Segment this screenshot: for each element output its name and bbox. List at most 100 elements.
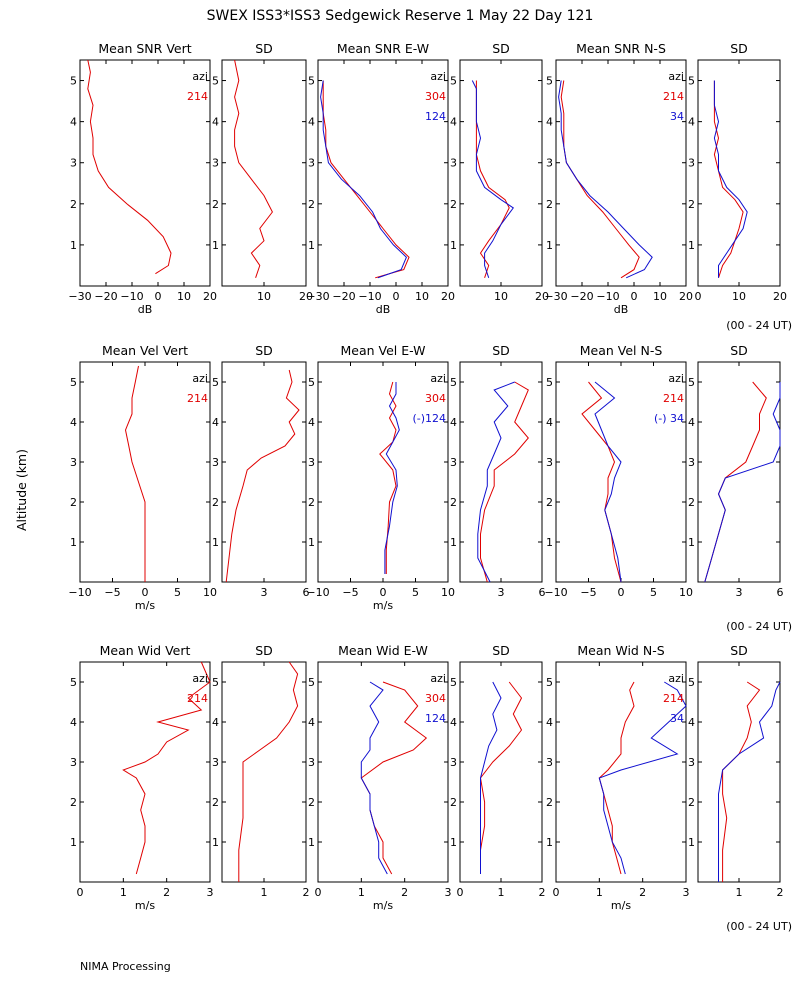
series-line-red bbox=[480, 381, 529, 583]
y-tick-label: 1 bbox=[308, 536, 315, 549]
y-tick-label: 3 bbox=[212, 456, 219, 469]
x-tick-label: −10 bbox=[544, 586, 567, 599]
series-line-red bbox=[322, 80, 410, 279]
panel-6: SD 1 2 3 4 5 0 10 20 bbox=[688, 41, 787, 303]
footer-text: NIMA Processing bbox=[80, 960, 171, 973]
x-tick-label: 20 bbox=[535, 290, 549, 303]
plot-frame bbox=[221, 59, 307, 287]
x-tick-label: 5 bbox=[174, 586, 181, 599]
series-line-red bbox=[479, 681, 523, 874]
y-tick-label: 2 bbox=[450, 496, 457, 509]
legend-entry: 214 bbox=[187, 392, 208, 405]
y-tick-label: 4 bbox=[308, 116, 315, 129]
y-tick-label: 5 bbox=[70, 75, 77, 88]
x-tick-label: 6 bbox=[539, 586, 546, 599]
y-tick-label: 3 bbox=[450, 456, 457, 469]
y-tick-label: 2 bbox=[450, 796, 457, 809]
panel-title: Mean Vel E-W bbox=[340, 343, 425, 358]
y-tick-label: 2 bbox=[212, 796, 219, 809]
y-tick-label: 3 bbox=[70, 756, 77, 769]
panel-title: SD bbox=[730, 41, 748, 56]
panel-title: SD bbox=[730, 343, 748, 358]
y-tick-label: 2 bbox=[688, 198, 695, 211]
x-tick-label: 0 bbox=[631, 290, 638, 303]
y-tick-label: 2 bbox=[688, 796, 695, 809]
y-tick-label: 3 bbox=[546, 456, 553, 469]
legend-entry: (-) 34 bbox=[654, 412, 684, 425]
legend-entry: 214 bbox=[663, 392, 684, 405]
series-line-red bbox=[475, 80, 510, 278]
x-tick-label: −5 bbox=[342, 586, 358, 599]
y-tick-label: 5 bbox=[546, 75, 553, 88]
y-tick-label: 3 bbox=[546, 157, 553, 170]
y-tick-label: 4 bbox=[688, 416, 695, 429]
y-tick-label: 2 bbox=[70, 796, 77, 809]
y-tick-label: 1 bbox=[450, 836, 457, 849]
y-tick-label: 1 bbox=[308, 239, 315, 252]
x-tick-label: 0 bbox=[315, 886, 322, 899]
y-tick-label: 1 bbox=[546, 836, 553, 849]
series-line-red bbox=[234, 59, 273, 278]
y-tick-label: 1 bbox=[212, 239, 219, 252]
y-tick-label: 2 bbox=[546, 796, 553, 809]
series-line-red bbox=[704, 381, 767, 583]
series-line-blue bbox=[384, 382, 400, 574]
panel-title: Mean Wid N-S bbox=[577, 643, 664, 658]
x-axis-label: dB bbox=[138, 303, 153, 316]
x-tick-label: 10 bbox=[203, 586, 217, 599]
series-line-red bbox=[122, 661, 211, 875]
y-tick-label: 5 bbox=[688, 376, 695, 389]
x-tick-label: −10 bbox=[306, 586, 329, 599]
legend-header: azi bbox=[430, 70, 446, 83]
y-tick-label: 5 bbox=[212, 75, 219, 88]
x-tick-label: −10 bbox=[120, 290, 143, 303]
y-tick-label: 3 bbox=[308, 157, 315, 170]
x-tick-label: 0 bbox=[380, 586, 387, 599]
panel-title: SD bbox=[255, 643, 273, 658]
y-tick-label: 2 bbox=[212, 198, 219, 211]
y-tick-label: 3 bbox=[688, 456, 695, 469]
panel-title: SD bbox=[730, 643, 748, 658]
series-line-red bbox=[560, 80, 640, 279]
x-tick-label: 2 bbox=[401, 886, 408, 899]
y-tick-label: 3 bbox=[688, 756, 695, 769]
x-tick-label: 2 bbox=[639, 886, 646, 899]
y-tick-label: 1 bbox=[70, 836, 77, 849]
plot-frame bbox=[317, 59, 449, 287]
legend-entry: 214 bbox=[187, 692, 208, 705]
x-tick-label: 0 bbox=[457, 886, 464, 899]
legend-entry: 304 bbox=[425, 90, 446, 103]
x-axis-label: dB bbox=[614, 303, 629, 316]
y-tick-label: 5 bbox=[308, 376, 315, 389]
legend-entry: 124 bbox=[425, 110, 446, 123]
panel-title: SD bbox=[255, 343, 273, 358]
plot-frame bbox=[697, 361, 781, 583]
y-tick-label: 1 bbox=[308, 836, 315, 849]
ut-label-row-2: (00 - 24 UT) bbox=[726, 620, 792, 633]
panel-title: Mean Wid Vert bbox=[100, 643, 191, 658]
altitude-axis-label: Altitude (km) bbox=[14, 449, 29, 531]
series-line-red bbox=[225, 369, 300, 583]
legend-entry: 34 bbox=[670, 712, 684, 725]
x-tick-label: 5 bbox=[412, 586, 419, 599]
x-tick-label: 6 bbox=[303, 586, 310, 599]
panel-13: Mean Wid Vert 1 2 3 4 5 0 1 2 3 m/s azi 214 bbox=[70, 643, 214, 912]
series-line-red bbox=[238, 661, 299, 882]
panel-title: Mean Vel Vert bbox=[102, 343, 188, 358]
legend-entry: 214 bbox=[663, 692, 684, 705]
legend-entry: 124 bbox=[425, 712, 446, 725]
y-tick-label: 3 bbox=[212, 157, 219, 170]
plot-frame bbox=[459, 661, 543, 883]
series-line-red bbox=[124, 365, 146, 582]
y-tick-label: 3 bbox=[70, 456, 77, 469]
y-tick-label: 5 bbox=[546, 376, 553, 389]
series-line-blue bbox=[471, 80, 515, 278]
x-tick-label: 20 bbox=[203, 290, 217, 303]
y-tick-label: 1 bbox=[546, 239, 553, 252]
series-line-red bbox=[722, 681, 761, 882]
series-line-red bbox=[598, 681, 635, 875]
legend-header: azi bbox=[668, 672, 684, 685]
